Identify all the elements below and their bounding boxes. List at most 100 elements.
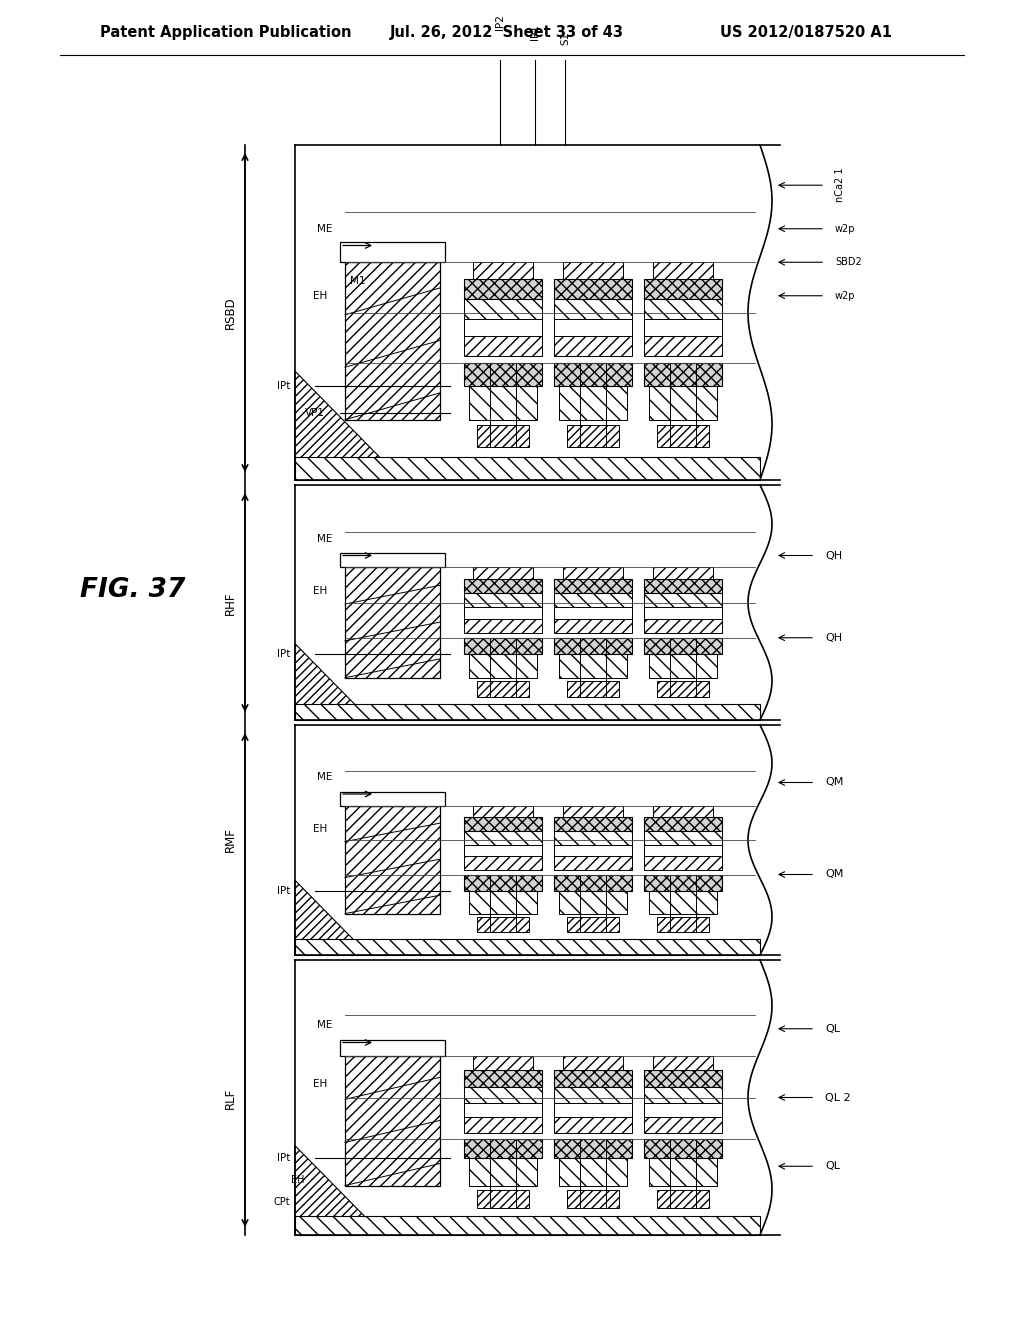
Bar xyxy=(644,337,722,356)
Text: IP1: IP1 xyxy=(530,24,540,40)
Bar xyxy=(653,1056,713,1071)
Bar xyxy=(554,1117,632,1134)
Bar xyxy=(464,619,542,634)
Bar xyxy=(464,1071,542,1086)
Bar xyxy=(554,579,632,593)
Bar xyxy=(554,857,632,870)
Bar xyxy=(554,1104,632,1117)
Text: EH: EH xyxy=(312,586,327,595)
Bar xyxy=(464,593,542,607)
Bar xyxy=(644,300,722,319)
Bar xyxy=(644,619,722,634)
Bar xyxy=(554,845,632,857)
Text: M1: M1 xyxy=(350,276,366,285)
Bar xyxy=(464,579,542,593)
Text: ME: ME xyxy=(317,223,333,234)
Text: EH: EH xyxy=(292,1175,305,1185)
Bar xyxy=(554,874,632,891)
Bar xyxy=(295,457,760,480)
Bar xyxy=(464,857,542,870)
Bar xyxy=(563,568,623,579)
Bar xyxy=(554,593,632,607)
Bar xyxy=(554,319,632,337)
Bar xyxy=(464,817,542,830)
Bar xyxy=(559,891,628,913)
Bar xyxy=(559,387,628,420)
Bar xyxy=(648,1158,718,1185)
Text: ME: ME xyxy=(317,772,333,781)
Bar xyxy=(469,387,538,420)
Bar xyxy=(345,263,440,420)
Bar xyxy=(554,619,632,634)
Text: w2p: w2p xyxy=(835,224,855,234)
Bar xyxy=(644,1086,722,1104)
Text: QL 2: QL 2 xyxy=(825,1093,851,1102)
Bar xyxy=(644,638,722,655)
Bar xyxy=(644,857,722,870)
Bar xyxy=(340,242,445,263)
Bar xyxy=(648,655,718,677)
Bar xyxy=(473,263,534,279)
Bar xyxy=(554,1139,632,1158)
Bar xyxy=(469,891,538,913)
Bar xyxy=(477,1189,528,1208)
Text: nCa2 1: nCa2 1 xyxy=(835,168,845,202)
Text: CPt: CPt xyxy=(273,1197,290,1206)
Bar xyxy=(473,805,534,817)
Text: EH: EH xyxy=(312,290,327,301)
Text: QH: QH xyxy=(825,550,842,561)
Bar xyxy=(657,425,709,446)
Text: QL: QL xyxy=(825,1162,840,1171)
Text: ME: ME xyxy=(317,1020,333,1031)
Bar xyxy=(464,830,542,845)
Bar xyxy=(644,817,722,830)
Bar xyxy=(563,1056,623,1071)
Polygon shape xyxy=(295,880,369,954)
Bar xyxy=(477,917,528,932)
Bar xyxy=(464,1104,542,1117)
Bar xyxy=(473,1056,534,1071)
Bar xyxy=(464,1117,542,1134)
Bar xyxy=(469,655,538,677)
Text: IP2: IP2 xyxy=(495,15,505,30)
Text: IPt: IPt xyxy=(276,649,290,659)
Bar xyxy=(464,337,542,356)
Text: Jul. 26, 2012  Sheet 33 of 43: Jul. 26, 2012 Sheet 33 of 43 xyxy=(390,25,624,40)
Bar xyxy=(554,363,632,387)
Text: EH: EH xyxy=(312,824,327,833)
Bar xyxy=(464,279,542,300)
Bar xyxy=(653,263,713,279)
Bar xyxy=(340,553,445,568)
Bar xyxy=(644,607,722,619)
Text: RHF: RHF xyxy=(224,591,237,615)
Bar xyxy=(477,425,528,446)
Bar xyxy=(648,387,718,420)
Bar xyxy=(554,1086,632,1104)
Bar xyxy=(563,805,623,817)
Bar xyxy=(644,579,722,593)
Bar xyxy=(644,845,722,857)
Bar xyxy=(648,891,718,913)
Bar xyxy=(644,593,722,607)
Polygon shape xyxy=(295,644,371,719)
Bar xyxy=(567,1189,618,1208)
Bar xyxy=(464,1086,542,1104)
Bar xyxy=(644,1139,722,1158)
Bar xyxy=(295,1216,760,1236)
Text: EH: EH xyxy=(312,1078,327,1089)
Bar xyxy=(464,300,542,319)
Bar xyxy=(464,363,542,387)
Bar xyxy=(554,337,632,356)
Text: RLF: RLF xyxy=(224,1088,237,1109)
Bar xyxy=(345,568,440,677)
Bar xyxy=(464,607,542,619)
Bar xyxy=(464,319,542,337)
Bar xyxy=(657,917,709,932)
Bar xyxy=(477,681,528,697)
Text: US 2012/0187520 A1: US 2012/0187520 A1 xyxy=(720,25,892,40)
Bar xyxy=(644,1117,722,1134)
Polygon shape xyxy=(295,1146,383,1236)
Bar xyxy=(295,939,760,954)
Text: IPt: IPt xyxy=(276,381,290,391)
Bar xyxy=(464,638,542,655)
